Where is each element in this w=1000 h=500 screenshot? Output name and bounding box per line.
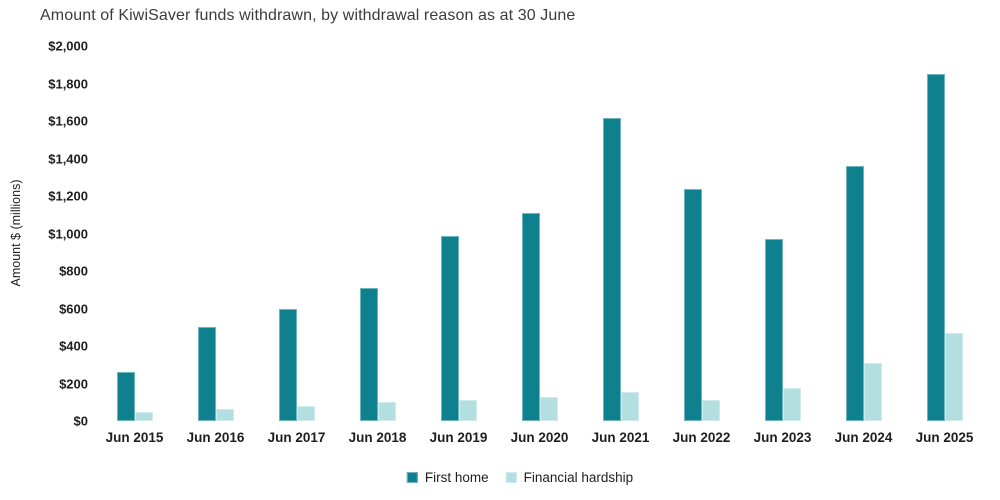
y-axis-tick-label: $2,000 <box>48 38 88 54</box>
bar-financial-hardship-jun-2023 <box>782 388 801 421</box>
bar-group-jun-2015 <box>116 46 153 421</box>
y-axis: $0 $200 $400 $600 $800 $1,000 $1,200 $1,400 $1,6… <box>0 39 88 429</box>
x-axis-label-jun-2018: Jun 2018 <box>348 430 407 445</box>
bar-first-home-jun-2019 <box>440 236 459 421</box>
bar-first-home-jun-2016 <box>197 327 216 421</box>
bar-first-home-jun-2022 <box>683 188 702 421</box>
bar-first-home-jun-2023 <box>764 239 783 421</box>
y-axis-tick-label: $1,200 <box>48 188 88 204</box>
bar-group-jun-2025 <box>926 46 963 421</box>
y-axis-tick-label: $800 <box>59 263 88 279</box>
legend-label-first-home: First home <box>424 470 489 485</box>
bar-group-jun-2022 <box>683 46 720 421</box>
chart-title: Amount of KiwiSaver funds withdrawn, by … <box>40 7 576 24</box>
bar-financial-hardship-jun-2021 <box>620 391 639 421</box>
bar-group-jun-2018 <box>359 46 396 421</box>
x-axis: Jun 2015 Jun 2016 Jun 2017 Jun 2018 Jun 2019… <box>96 430 985 450</box>
y-axis-tick-label: $600 <box>59 301 88 316</box>
bar-first-home-jun-2020 <box>521 212 540 421</box>
legend-swatch-financial-hardship <box>505 472 517 483</box>
x-axis-label-jun-2022: Jun 2022 <box>672 430 731 445</box>
y-axis-tick-label: $1,800 <box>48 76 88 91</box>
x-axis-label-jun-2015: Jun 2015 <box>105 430 164 445</box>
plot-area <box>96 46 985 421</box>
bar-group-jun-2017 <box>278 46 315 421</box>
x-axis-label-jun-2020: Jun 2020 <box>510 430 569 445</box>
x-axis-label-jun-2016: Jun 2016 <box>186 430 245 445</box>
x-axis-label-jun-2023: Jun 2023 <box>753 430 812 445</box>
bar-first-home-jun-2018 <box>359 287 378 421</box>
bar-financial-hardship-jun-2019 <box>458 400 477 421</box>
x-axis-label-jun-2017: Jun 2017 <box>267 430 326 445</box>
bar-group-jun-2023 <box>764 46 801 421</box>
bar-financial-hardship-jun-2018 <box>377 402 396 421</box>
bar-group-jun-2019 <box>440 46 477 421</box>
legend: First home Financial hardship <box>406 470 634 485</box>
bar-financial-hardship-jun-2024 <box>863 362 882 421</box>
bar-first-home-jun-2017 <box>278 308 297 421</box>
x-axis-label-jun-2019: Jun 2019 <box>429 430 488 445</box>
bar-financial-hardship-jun-2022 <box>701 400 720 421</box>
bar-first-home-jun-2025 <box>926 74 945 421</box>
bar-first-home-jun-2015 <box>116 372 135 421</box>
y-axis-tick-label: $1,000 <box>48 226 88 241</box>
bar-financial-hardship-jun-2025 <box>944 332 963 421</box>
bar-financial-hardship-jun-2020 <box>539 396 558 421</box>
bar-group-jun-2021 <box>602 46 639 421</box>
legend-item-financial-hardship: Financial hardship <box>505 470 634 485</box>
x-axis-label-jun-2021: Jun 2021 <box>591 430 650 445</box>
y-axis-tick-label: $200 <box>59 376 88 391</box>
bar-group-jun-2016 <box>197 46 234 421</box>
y-axis-tick-label: $0 <box>73 413 88 429</box>
y-axis-tick-label: $1,400 <box>48 151 88 166</box>
bar-group-jun-2020 <box>521 46 558 421</box>
bar-financial-hardship-jun-2015 <box>134 411 153 421</box>
legend-label-financial-hardship: Financial hardship <box>523 470 634 485</box>
bar-first-home-jun-2024 <box>845 166 864 421</box>
x-axis-label-jun-2024: Jun 2024 <box>834 430 893 445</box>
bar-group-jun-2024 <box>845 46 882 421</box>
bar-financial-hardship-jun-2017 <box>296 406 315 421</box>
bar-financial-hardship-jun-2016 <box>215 408 234 421</box>
y-axis-tick-label: $1,600 <box>48 113 88 129</box>
x-axis-label-jun-2025: Jun 2025 <box>915 430 974 445</box>
bar-first-home-jun-2021 <box>602 118 621 421</box>
legend-item-first-home: First home <box>406 470 489 485</box>
y-axis-tick-label: $400 <box>59 338 88 354</box>
legend-swatch-first-home <box>406 472 418 483</box>
